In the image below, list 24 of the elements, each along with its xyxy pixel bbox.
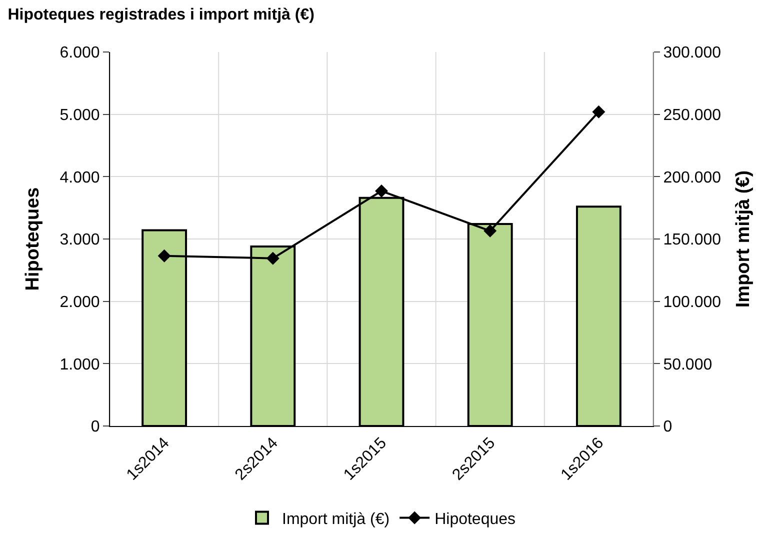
point: [375, 184, 388, 198]
y2-tick-label: 50.000: [663, 356, 712, 374]
y2-tick-label: 100.000: [663, 294, 722, 311]
legend-label: Hipoteques: [434, 510, 516, 528]
y-tick-label: 5.000: [60, 106, 100, 124]
y2-tick-label: 250.000: [663, 106, 722, 124]
y2-tick-label: 300.000: [663, 44, 722, 62]
y2-axis-title: Import mitjà (€): [732, 170, 754, 308]
y-tick-label: 0: [90, 418, 100, 436]
y-tick-label: 4.000: [60, 169, 100, 186]
y2-tick-label: 0: [663, 418, 672, 436]
y-axis-title: Hipoteques: [22, 187, 44, 291]
y2-tick-label: 200.000: [663, 169, 722, 186]
point: [158, 249, 171, 262]
chart-title: Hipoteques registrades i import mitjà (€): [8, 6, 314, 24]
y-tick-label: 2.000: [60, 294, 100, 311]
point: [592, 105, 606, 118]
y2-tick-label: 150.000: [663, 232, 722, 249]
y-tick-label: 6.000: [60, 44, 100, 62]
legend-label: Import mitjà (€): [282, 510, 390, 528]
y-tick-label: 1.000: [60, 356, 100, 374]
point: [484, 224, 497, 238]
y-tick-label: 3.000: [60, 232, 100, 249]
point: [266, 252, 280, 265]
